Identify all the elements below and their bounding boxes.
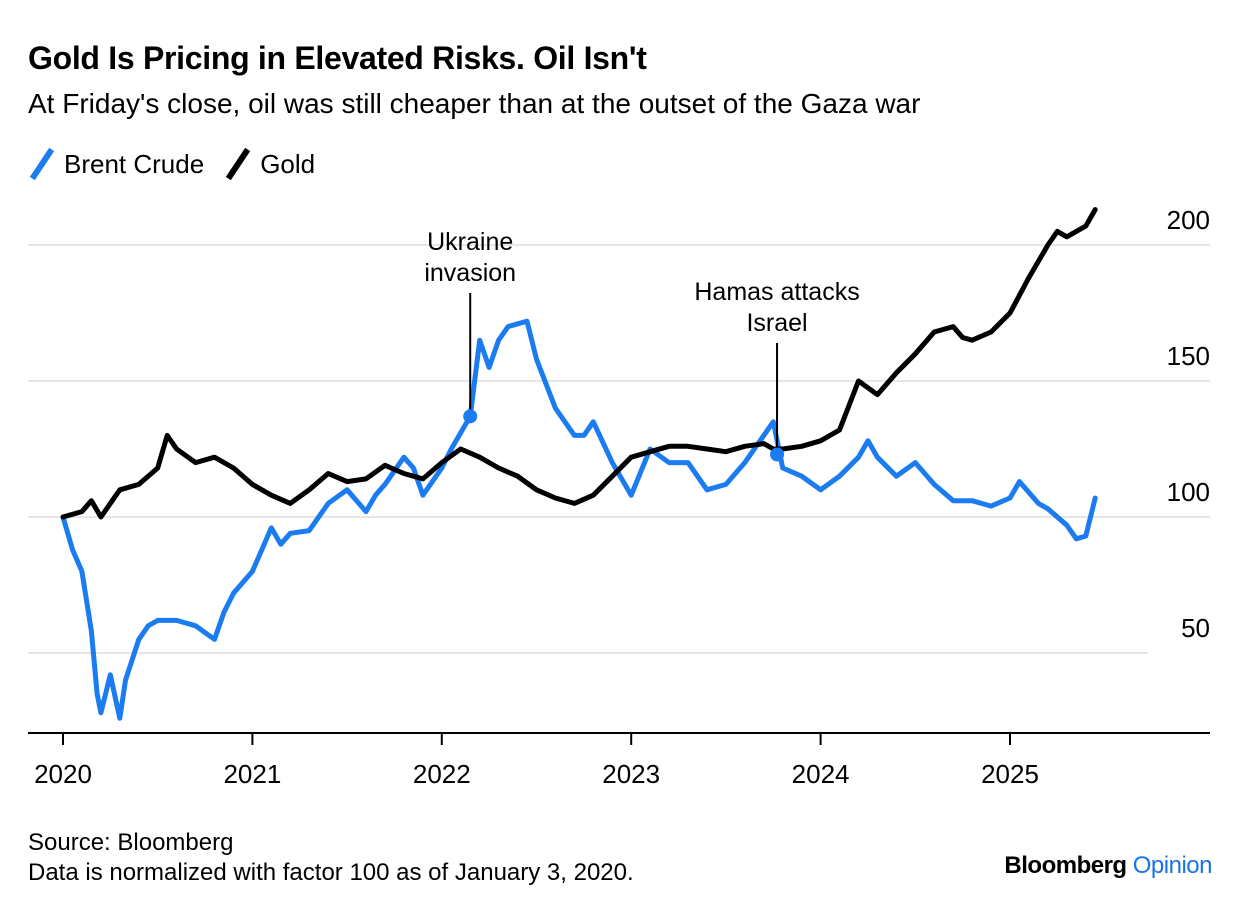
chart-title: Gold Is Pricing in Elevated Risks. Oil I… [28,40,647,76]
bloomberg-opinion-logo: Bloomberg Opinion [1004,852,1212,880]
annotation-label: Israel [746,309,807,337]
annotation-marker [463,409,478,424]
annotation-marker [770,447,785,462]
y-tick-label: 200 [1167,205,1210,235]
x-tick-label: 2023 [602,759,660,789]
x-tick-label: 2022 [413,759,471,789]
source-note: Source: Bloomberg [28,829,234,856]
legend-label-gold: Gold [260,148,316,179]
y-tick-label: 150 [1167,341,1210,371]
series-line-gold [60,207,1098,520]
annotation-label: Ukraine [427,228,513,256]
series-line-brent [60,318,1098,721]
x-tick-label: 2021 [223,759,281,789]
y-tick-label: 100 [1167,477,1210,507]
brand-section: Opinion [1132,852,1213,879]
legend-swatch-brent [29,148,55,180]
legend-item-gold: Gold [224,148,315,180]
brand-name: Bloomberg [1004,852,1127,879]
x-tick-label: 2020 [34,759,92,789]
annotation-label: Hamas attacks [694,278,859,306]
x-tick-label: 2024 [792,759,850,789]
legend-swatch-gold [226,148,251,180]
y-tick-label: 50 [1181,613,1210,643]
annotation-label: invasion [424,259,516,287]
x-tick-label: 2025 [981,759,1039,789]
footer: Source: Bloomberg Data is normalized wit… [28,828,634,888]
legend: Brent Crude Gold [28,148,335,180]
chart-subtitle: At Friday's close, oil was still cheaper… [28,88,921,119]
normalization-note: Data is normalized with factor 100 as of… [28,859,634,886]
legend-item-brent: Brent Crude [28,148,204,180]
legend-label-brent: Brent Crude [64,148,205,179]
